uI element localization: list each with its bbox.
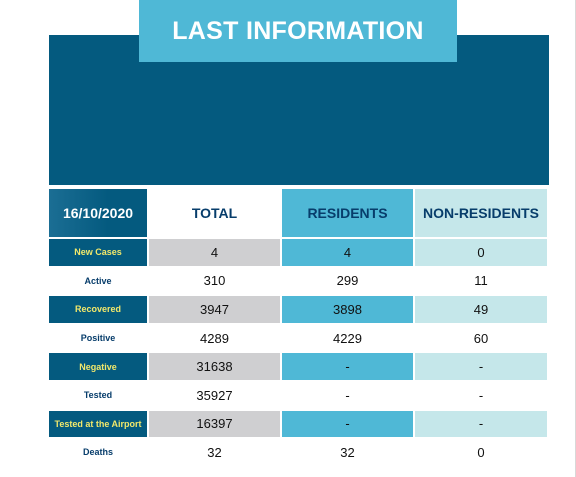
- table-row: Positive 4289 4229 60: [49, 325, 549, 354]
- non-residents-value: 0: [415, 239, 549, 268]
- total-value: 32: [149, 439, 282, 468]
- table-row: Deaths 32 32 0: [49, 439, 549, 468]
- non-residents-value: 11: [415, 268, 549, 297]
- total-value: 31638: [149, 353, 282, 382]
- total-value: 35927: [149, 382, 282, 411]
- row-label: Tested at the Airport: [49, 411, 149, 440]
- table-row: New Cases 4 4 0: [49, 239, 549, 268]
- row-label: New Cases: [49, 239, 149, 268]
- non-residents-value: 49: [415, 296, 549, 325]
- non-residents-value: -: [415, 411, 549, 440]
- row-label: Positive: [49, 325, 149, 354]
- table-header-row: 16/10/2020 TOTAL RESIDENTS NON-RESIDENTS: [49, 189, 549, 239]
- column-header-non-residents: NON-RESIDENTS: [415, 189, 549, 239]
- total-value: 16397: [149, 411, 282, 440]
- non-residents-value: -: [415, 382, 549, 411]
- total-value: 4: [149, 239, 282, 268]
- residents-value: 4: [282, 239, 415, 268]
- non-residents-value: -: [415, 353, 549, 382]
- total-value: 3947: [149, 296, 282, 325]
- date-header: 16/10/2020: [49, 189, 149, 239]
- row-label: Recovered: [49, 296, 149, 325]
- column-header-residents: RESIDENTS: [282, 189, 415, 239]
- residents-value: 32: [282, 439, 415, 468]
- table-row: Tested at the Airport 16397 - -: [49, 411, 549, 440]
- table-row: Active 310 299 11: [49, 268, 549, 297]
- table-row: Tested 35927 - -: [49, 382, 549, 411]
- statistics-table: 16/10/2020 TOTAL RESIDENTS NON-RESIDENTS…: [49, 189, 549, 468]
- residents-value: -: [282, 353, 415, 382]
- residents-value: 3898: [282, 296, 415, 325]
- column-header-total: TOTAL: [149, 189, 282, 239]
- total-value: 4289: [149, 325, 282, 354]
- row-label: Tested: [49, 382, 149, 411]
- title-banner: LAST INFORMATION: [139, 0, 457, 62]
- non-residents-value: 60: [415, 325, 549, 354]
- non-residents-value: 0: [415, 439, 549, 468]
- residents-value: -: [282, 382, 415, 411]
- row-label: Negative: [49, 353, 149, 382]
- residents-value: -: [282, 411, 415, 440]
- residents-value: 299: [282, 268, 415, 297]
- table-row: Recovered 3947 3898 49: [49, 296, 549, 325]
- row-label: Active: [49, 268, 149, 297]
- page-title: LAST INFORMATION: [172, 17, 424, 46]
- residents-value: 4229: [282, 325, 415, 354]
- total-value: 310: [149, 268, 282, 297]
- row-label: Deaths: [49, 439, 149, 468]
- table-row: Negative 31638 - -: [49, 353, 549, 382]
